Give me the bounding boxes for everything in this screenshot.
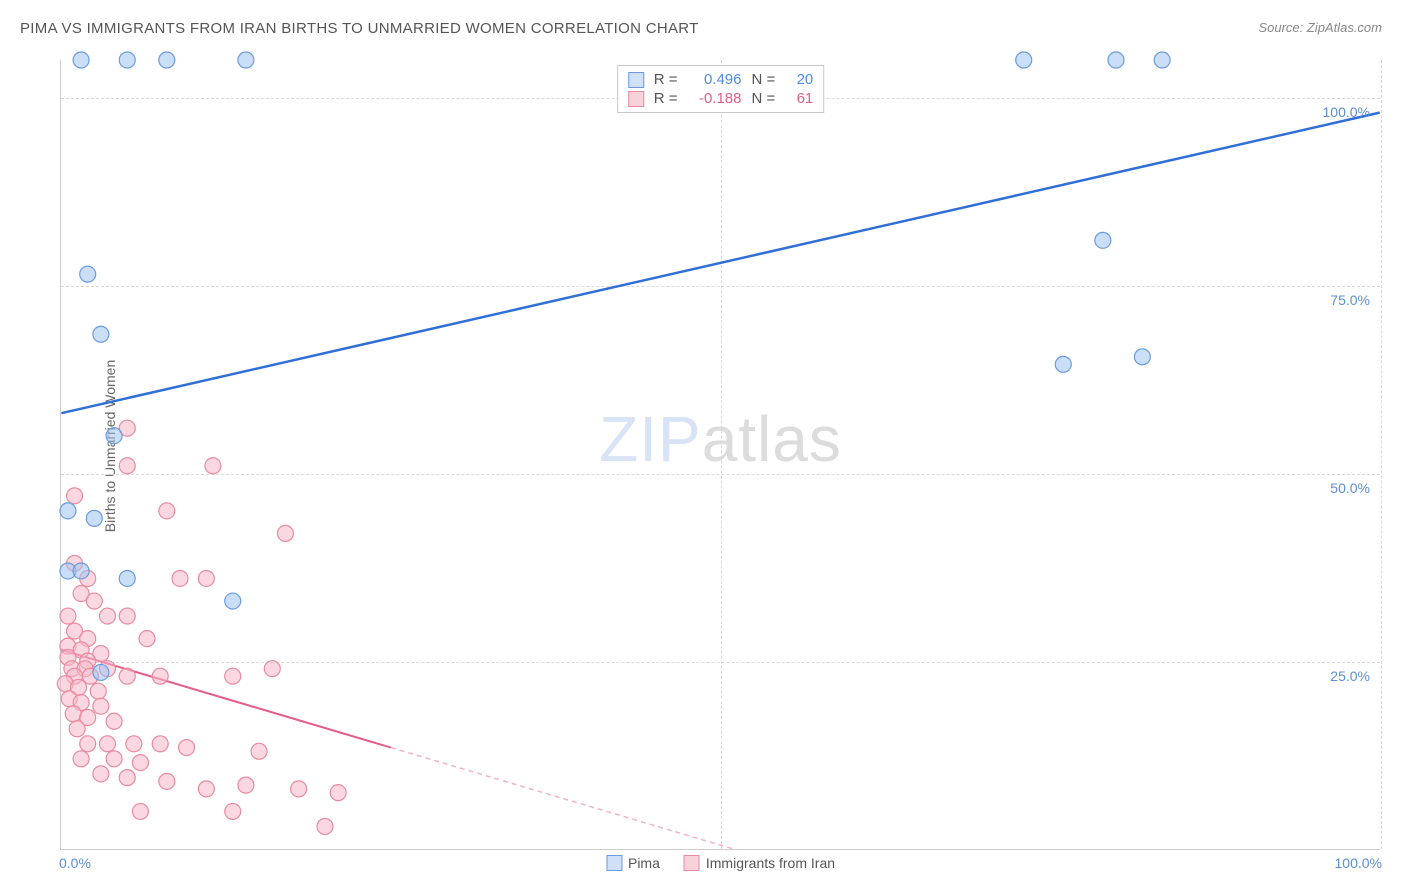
r-label-2: R = [654, 90, 678, 107]
correlation-legend: R = 0.496 N = 20 R = -0.188 N = 61 [617, 65, 825, 113]
x-tick-max: 100.0% [1335, 855, 1382, 871]
source-attribution: Source: ZipAtlas.com [1258, 20, 1382, 35]
n-label: N = [752, 71, 776, 88]
legend-swatch-blue-icon [606, 855, 622, 871]
y-tick-label: 100.0% [1323, 104, 1370, 120]
r-value-iran: -0.188 [688, 90, 742, 107]
y-tick-label: 25.0% [1330, 668, 1370, 684]
x-tick-min: 0.0% [59, 855, 91, 871]
legend-label-iran: Immigrants from Iran [706, 855, 835, 871]
legend-item-pima: Pima [606, 855, 660, 871]
swatch-pink-icon [628, 91, 644, 107]
plot-area: ZIPatlas R = 0.496 N = 20 R = -0.188 N =… [60, 60, 1380, 850]
chart-svg [61, 60, 1380, 849]
legend-swatch-pink-icon [684, 855, 700, 871]
legend-label-pima: Pima [628, 855, 660, 871]
corr-row-iran: R = -0.188 N = 61 [628, 89, 814, 108]
source-name: ZipAtlas.com [1307, 20, 1382, 35]
y-tick-label: 50.0% [1330, 480, 1370, 496]
swatch-blue-icon [628, 72, 644, 88]
grid-line-v [1381, 60, 1382, 849]
n-value-iran: 61 [785, 90, 813, 107]
legend-item-iran: Immigrants from Iran [684, 855, 835, 871]
corr-row-pima: R = 0.496 N = 20 [628, 70, 814, 89]
r-value-pima: 0.496 [688, 71, 742, 88]
r-label: R = [654, 71, 678, 88]
chart-title: PIMA VS IMMIGRANTS FROM IRAN BIRTHS TO U… [20, 20, 699, 37]
source-prefix: Source: [1258, 20, 1306, 35]
y-tick-label: 75.0% [1330, 292, 1370, 308]
n-value-pima: 20 [785, 71, 813, 88]
n-label-2: N = [752, 90, 776, 107]
series-legend: Pima Immigrants from Iran [606, 855, 835, 871]
